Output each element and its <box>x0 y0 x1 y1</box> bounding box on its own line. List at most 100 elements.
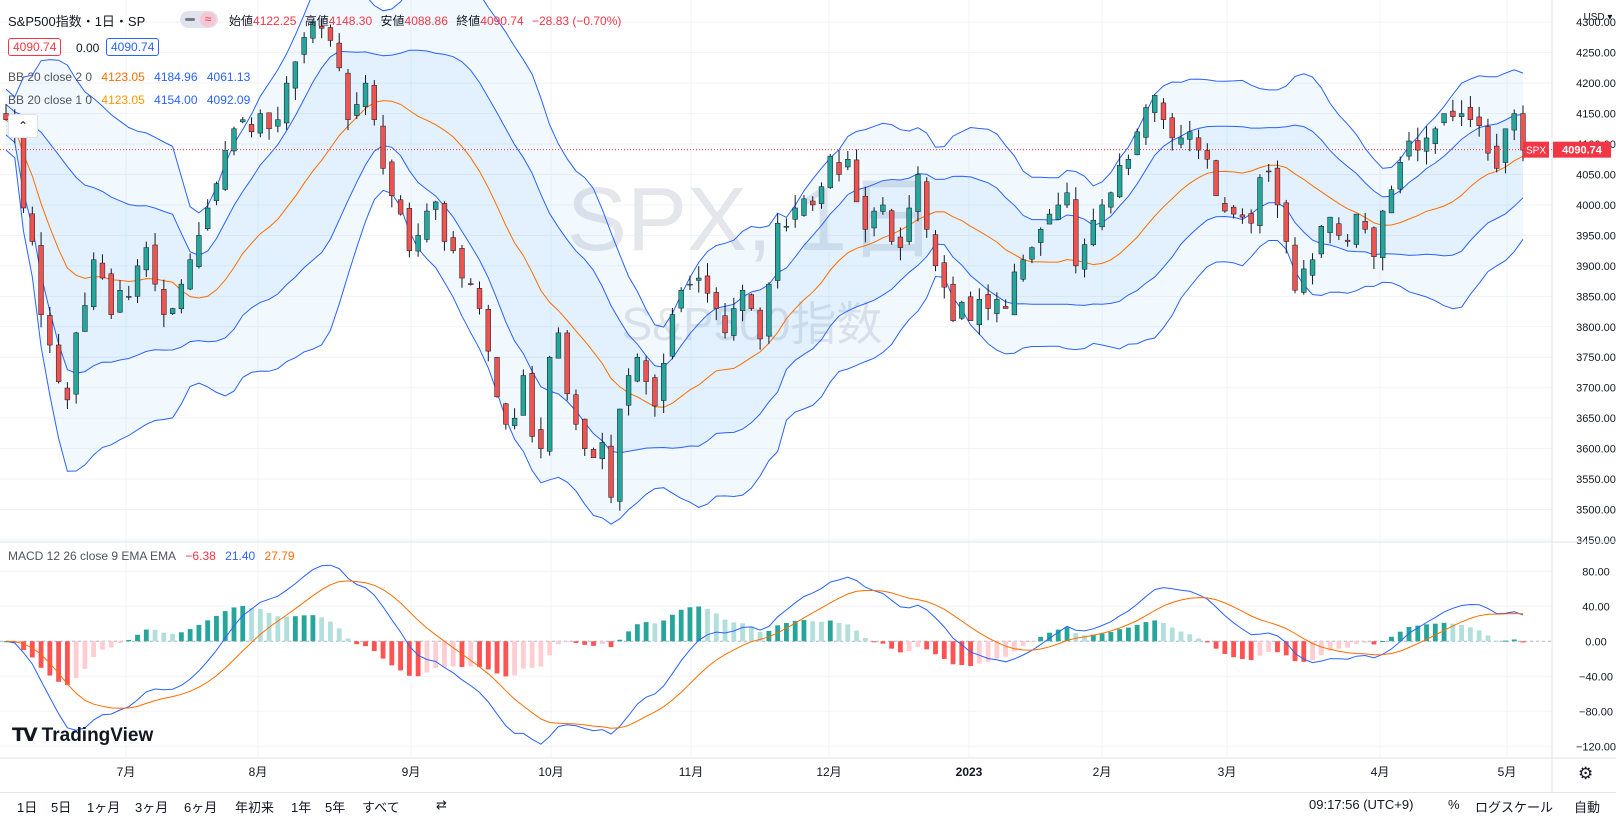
range-1d-button[interactable]: 1日 <box>17 800 38 815</box>
candle-body <box>1494 145 1500 169</box>
macd-histogram-bar <box>731 622 737 642</box>
candle-body <box>73 332 79 395</box>
candle-body <box>669 314 676 357</box>
range-all-button[interactable]: すべて <box>362 800 400 815</box>
macd-histogram-bar <box>433 641 439 668</box>
candle-body <box>178 283 185 309</box>
bb1-legend[interactable]: BB 20 close 1 0 4123.05 4154.00 4092.09 <box>8 93 256 107</box>
candle-body <box>643 360 649 382</box>
wave-toggle-icon[interactable]: ≈ <box>200 12 216 27</box>
candle-body <box>827 155 833 188</box>
axes: 4300.004250.004200.004150.004100.004050.… <box>0 0 1616 792</box>
macd-legend[interactable]: MACD 12 26 close 9 EMA EMA −6.38 21.40 2… <box>8 549 301 563</box>
macd-histogram-bar <box>450 641 456 667</box>
ask-badge[interactable]: 4090.74 <box>106 38 160 56</box>
candle-body <box>1406 140 1412 157</box>
macd-histogram-bar <box>275 616 281 642</box>
macd-histogram-bar <box>1073 633 1079 642</box>
range-6m-button[interactable]: 6ヶ月 <box>184 800 218 815</box>
range-1m-button[interactable]: 1ヶ月 <box>87 800 121 815</box>
macd-histogram-bar <box>170 633 176 642</box>
auto-scale-button[interactable]: 自動 <box>1574 800 1601 815</box>
macd-histogram-bar <box>485 641 491 670</box>
candle-body <box>450 237 456 251</box>
candle-body <box>441 203 448 242</box>
macd-histogram-bar <box>705 608 710 642</box>
bb2-name: BB 20 close 2 0 <box>8 70 93 84</box>
candle-body <box>1239 214 1246 218</box>
range-1y-button[interactable]: 1年 <box>291 800 312 815</box>
macd-histogram-bar <box>906 641 912 651</box>
candle-body <box>871 210 877 229</box>
candle-body <box>511 417 518 426</box>
macd-histogram-bar <box>836 622 842 642</box>
macd-histogram-bar <box>827 620 833 642</box>
chart-canvas[interactable]: SPX, 1日 S&P500指数 4300.004250.004200.0041… <box>0 0 1616 792</box>
candle-body <box>354 104 360 116</box>
macd-histogram-bar <box>1204 641 1210 643</box>
line-toggle-icon[interactable] <box>185 18 195 21</box>
clock-display[interactable]: 09:17:56 (UTC+9) <box>1309 797 1414 812</box>
settings-gear-icon[interactable]: ⚙ <box>1578 764 1594 783</box>
macd-histogram-bar <box>985 641 991 662</box>
macd-histogram-bar <box>1090 634 1096 642</box>
candle-body <box>1309 259 1316 276</box>
bb2-legend[interactable]: BB 20 close 2 0 4123.05 4184.96 4061.13 <box>8 70 256 84</box>
bid-badge[interactable]: 4090.74 <box>8 38 62 56</box>
candle-body <box>608 445 614 498</box>
macd-histogram-bar <box>880 641 886 644</box>
symbol-title[interactable]: S&P500指数・1日・SP <box>8 14 146 29</box>
symbol-legend[interactable]: S&P500指数・1日・SP <box>8 11 145 30</box>
candle-body <box>625 375 632 406</box>
price-tick-label: 3800.00 <box>1576 322 1616 334</box>
macd-histogram-bar <box>415 641 421 677</box>
macd-histogram-bar <box>328 621 333 642</box>
macd-histogram-bar <box>21 641 26 651</box>
candle-body <box>1476 116 1482 126</box>
candle-body <box>590 449 597 459</box>
collapse-legend-button[interactable]: ⌃ <box>8 114 38 138</box>
candle-body <box>424 210 430 240</box>
range-3m-button[interactable]: 3ヶ月 <box>135 800 169 815</box>
candle-body <box>1388 189 1395 214</box>
candle-body <box>1169 117 1175 139</box>
range-ytd-button[interactable]: 年初来 <box>235 800 275 815</box>
tradingview-logo[interactable]: 𝗧𝗩 TradingView <box>12 724 153 747</box>
macd-histogram-bar <box>608 641 614 648</box>
log-scale-button[interactable]: ログスケール <box>1475 800 1554 815</box>
chart-type-toggle[interactable]: ≈ <box>180 11 218 28</box>
candle-body <box>1467 107 1474 120</box>
candle-body <box>310 21 316 39</box>
candle-body <box>169 308 176 314</box>
macd-tick-label: 0.00 <box>1585 636 1606 648</box>
price-tick-label: 3650.00 <box>1576 413 1616 425</box>
range-5y-button[interactable]: 5年 <box>325 800 346 815</box>
candle-body <box>494 357 500 398</box>
chart-area[interactable]: SPX, 1日 S&P500指数 4300.004250.004200.0041… <box>0 0 1616 792</box>
macd-histogram-bar <box>424 641 430 673</box>
candle-body <box>1222 203 1228 212</box>
candle-body <box>766 283 772 337</box>
candle-body <box>1160 102 1167 120</box>
macd-signal-line <box>5 580 1524 729</box>
time-tick-label: 11月 <box>679 765 703 779</box>
goto-date-icon[interactable]: ⇄ <box>436 797 447 812</box>
range-5d-button[interactable]: 5日 <box>51 800 72 815</box>
macd-histogram-bar <box>529 641 535 668</box>
macd-histogram-bar <box>1169 627 1175 642</box>
macd-histogram-bar <box>871 641 877 643</box>
macd-histogram-bar <box>1196 638 1201 642</box>
macd-tick-label: 80.00 <box>1582 566 1610 578</box>
candle-body <box>836 162 842 175</box>
macd-histogram-bar <box>284 616 290 642</box>
macd-histogram-bar <box>108 641 114 648</box>
candle-body <box>1485 126 1491 154</box>
macd-histogram-bar <box>573 641 579 644</box>
candle-body <box>739 289 746 311</box>
candle-body <box>985 294 991 309</box>
candle-body <box>888 210 895 242</box>
last-price-text: 4090.74 <box>1562 145 1603 157</box>
macd-histogram-bar <box>854 630 859 642</box>
percent-scale-button[interactable]: % <box>1448 797 1460 812</box>
candle-body <box>187 259 193 290</box>
